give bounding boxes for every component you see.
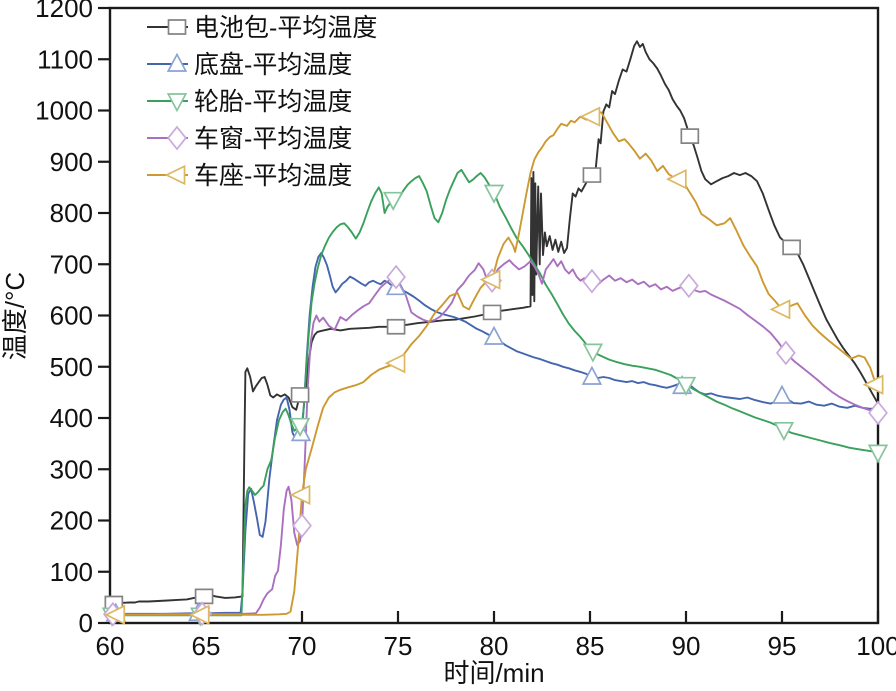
square-marker-battery	[290, 387, 310, 403]
y-tick-label: 600	[50, 301, 93, 331]
triangle-up-marker-chassis	[771, 384, 793, 404]
y-axis-ticks: 0 100 200 300 400 500 600 700 800 900 1000 1100 1200	[35, 0, 110, 638]
x-tick-label: 90	[672, 631, 701, 661]
y-tick-label: 0	[79, 608, 93, 638]
square-marker-battery	[680, 128, 700, 144]
x-tick-label: 85	[576, 631, 605, 661]
triangle-down-marker-tire	[289, 417, 311, 437]
y-tick-label: 1000	[35, 96, 93, 126]
y-tick-label: 1100	[37, 44, 93, 74]
legend-label-window: 车窗-平均温度	[194, 125, 352, 153]
square-marker-battery	[386, 318, 406, 335]
triangle-left-marker-seat	[188, 604, 210, 625]
diamond-marker-window	[868, 400, 888, 426]
legend-label-seat: 车座-平均温度	[194, 162, 352, 190]
legend-item-battery: 电池包-平均温度	[147, 14, 377, 42]
legend-square-icon	[167, 19, 187, 35]
diamond-marker-window	[386, 264, 406, 290]
triangle-left-marker-seat	[289, 484, 311, 506]
square-marker-battery	[194, 588, 214, 605]
y-axis-label: 温度/°C	[0, 272, 30, 360]
y-tick-label: 300	[50, 454, 93, 484]
triangle-left-marker-seat	[579, 106, 601, 127]
series-line-seat	[109, 110, 879, 616]
triangle-up-marker-chassis	[581, 365, 603, 385]
y-tick-label: 800	[50, 198, 93, 228]
x-tick-label: 95	[768, 631, 797, 661]
x-tick-label: 100	[856, 631, 896, 661]
legend-triangle-down-icon	[166, 93, 188, 113]
legend-triangle-left-icon	[164, 164, 186, 186]
series-markers	[101, 106, 889, 627]
triangle-left-marker-seat	[479, 269, 501, 290]
x-tick-label: 60	[96, 631, 125, 661]
legend-item-chassis: 底盘-平均温度	[147, 51, 352, 79]
diamond-marker-window	[582, 268, 602, 294]
series-lines	[109, 40, 879, 617]
legend-triangle-up-icon	[166, 52, 188, 72]
series-line-chassis	[109, 252, 879, 615]
legend-label-battery: 电池包-平均温度	[194, 14, 377, 42]
triangle-left-marker-seat	[665, 169, 687, 190]
diamond-marker-window	[775, 340, 796, 366]
y-tick-label: 500	[50, 352, 93, 382]
square-marker-battery	[482, 304, 502, 321]
diamond-marker-window	[292, 513, 312, 538]
x-tick-label: 65	[192, 631, 221, 661]
y-tick-label: 900	[50, 147, 93, 177]
triangle-down-marker-tire	[582, 343, 604, 363]
square-marker-battery	[582, 167, 602, 183]
legend-item-tire: 轮胎-平均温度	[147, 88, 352, 116]
y-tick-label: 200	[50, 506, 93, 536]
triangle-down-marker-tire	[773, 421, 795, 442]
x-axis-label: 时间/min	[443, 658, 544, 688]
legend-item-window: 车窗-平均温度	[147, 125, 352, 153]
y-tick-label: 700	[50, 249, 93, 279]
legend-item-seat: 车座-平均温度	[147, 162, 352, 190]
legend-label-chassis: 底盘-平均温度	[194, 51, 352, 79]
diamond-marker-window	[678, 273, 699, 299]
triangle-down-marker-tire	[382, 191, 404, 211]
legend-label-tire: 轮胎-平均温度	[194, 88, 352, 116]
x-tick-label: 75	[384, 631, 413, 661]
triangle-left-marker-seat	[769, 299, 791, 320]
square-marker-battery	[782, 239, 801, 256]
series-line-window	[109, 258, 879, 616]
legend-diamond-icon	[167, 125, 187, 151]
triangle-down-marker-tire	[867, 444, 889, 464]
triangle-left-marker-seat	[862, 374, 884, 395]
y-tick-label: 400	[50, 403, 93, 433]
y-tick-label: 100	[50, 557, 93, 587]
triangle-down-marker-tire	[483, 184, 505, 204]
triangle-left-marker-seat	[104, 604, 126, 625]
y-tick-label: 1200	[35, 0, 93, 23]
x-tick-label: 80	[480, 631, 509, 661]
triangle-down-marker-tire	[675, 376, 697, 396]
x-tick-label: 70	[288, 631, 317, 661]
x-axis-ticks: 60 65 70 75 80 85 90 95 100	[96, 611, 896, 661]
series-line-tire	[109, 168, 879, 617]
triangle-left-marker-seat	[384, 353, 406, 374]
triangle-up-marker-chassis	[483, 325, 505, 345]
series-line-battery	[109, 40, 879, 605]
